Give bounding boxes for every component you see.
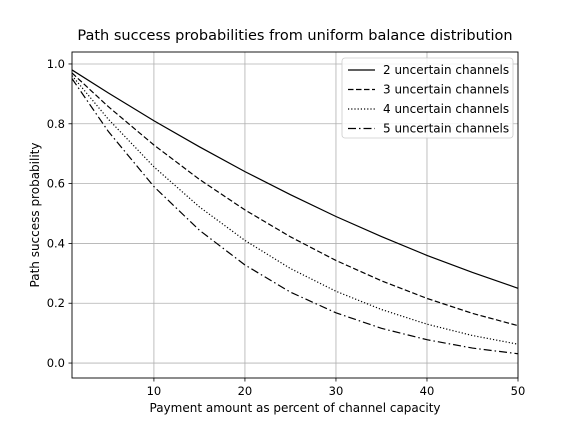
legend-label: 4 uncertain channels xyxy=(383,102,509,116)
series-lines xyxy=(71,69,519,355)
x-axis-label: Payment amount as percent of channel cap… xyxy=(150,401,441,415)
plot-area-frame xyxy=(71,51,519,379)
x-tick-label: 40 xyxy=(420,384,435,398)
x-tick-label: 20 xyxy=(238,384,253,398)
legend-label: 3 uncertain channels xyxy=(383,83,509,97)
legend-label: 2 uncertain channels xyxy=(383,63,509,77)
legend-label: 5 uncertain channels xyxy=(383,122,509,136)
x-tick-label: 50 xyxy=(511,384,526,398)
series-line-3-channels xyxy=(71,72,519,327)
y-tick-label: 0.4 xyxy=(47,236,65,250)
y-tick-label: 0.2 xyxy=(47,296,65,310)
x-tick-label: 10 xyxy=(147,384,162,398)
y-tick-label: 1.0 xyxy=(47,57,65,71)
chart-title: Path success probabilities from uniform … xyxy=(77,28,512,44)
x-tick-label: 30 xyxy=(329,384,344,398)
series-line-2-channels xyxy=(71,69,519,289)
series-line-5-channels xyxy=(71,78,519,355)
y-tick-label: 0.6 xyxy=(47,177,65,191)
legend: 2 uncertain channels 3 uncertain channels… xyxy=(341,57,514,139)
y-axis-label: Path success probability xyxy=(28,143,42,288)
axis-ticks: 10 20 30 40 50 0.0 0.2 0.4 0.6 0.8 1.0 xyxy=(47,57,526,398)
legend-box xyxy=(341,57,514,139)
y-tick-label: 0.0 xyxy=(47,356,65,370)
y-tick-label: 0.8 xyxy=(47,117,65,131)
